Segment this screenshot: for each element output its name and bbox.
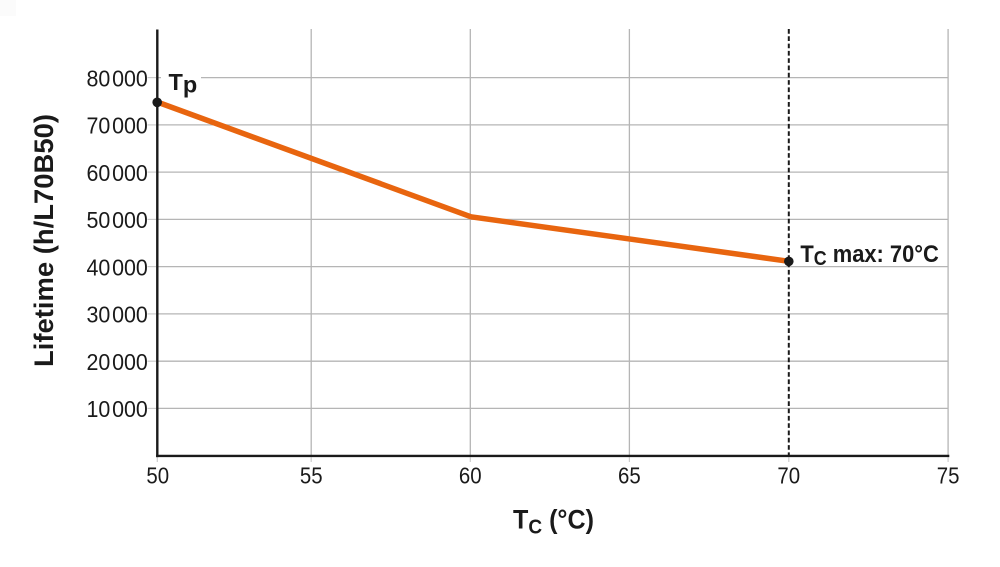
svg-text:60000: 60000 (87, 160, 148, 186)
svg-text:65: 65 (618, 462, 641, 489)
svg-text:Tp: Tp (169, 69, 198, 98)
svg-text:75: 75 (937, 462, 960, 489)
svg-text:30000: 30000 (87, 302, 148, 328)
svg-text:60: 60 (459, 462, 482, 489)
svg-text:50: 50 (146, 462, 169, 489)
svg-text:10000: 10000 (87, 396, 148, 422)
svg-text:70: 70 (777, 462, 800, 489)
svg-text:80000: 80000 (87, 65, 148, 91)
svg-text:70000: 70000 (87, 113, 148, 139)
svg-text:20000: 20000 (87, 349, 148, 375)
svg-text:55: 55 (300, 462, 323, 489)
svg-text:TC (°C): TC (°C) (513, 503, 594, 538)
svg-text:40000: 40000 (87, 254, 148, 280)
svg-text:50000: 50000 (87, 207, 148, 233)
svg-text:Lifetime (h/L70B50): Lifetime (h/L70B50) (29, 114, 59, 367)
